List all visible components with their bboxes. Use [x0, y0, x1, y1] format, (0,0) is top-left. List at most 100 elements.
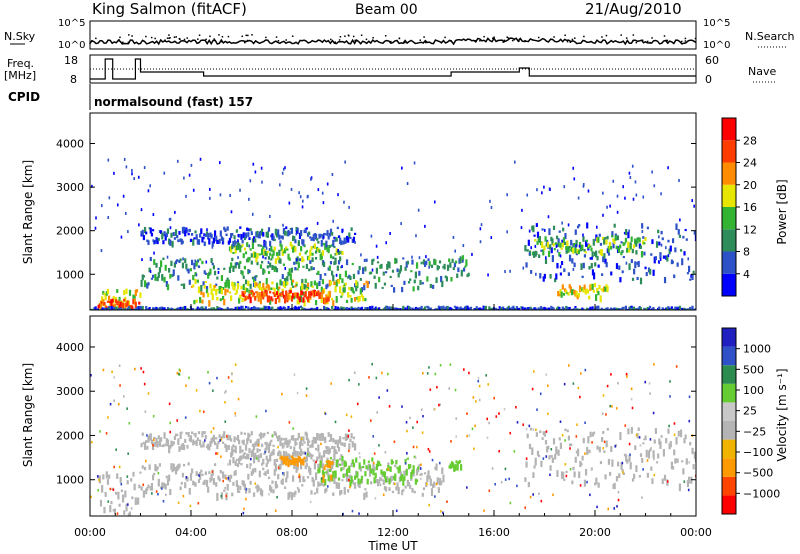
noise-dot	[119, 36, 121, 39]
velocity-speck	[653, 363, 655, 366]
power-cell	[319, 233, 322, 238]
power-cell	[223, 226, 226, 231]
power-cell	[413, 308, 416, 310]
velocity-speck	[395, 509, 398, 513]
noise-dot	[169, 36, 171, 39]
power-cell	[564, 288, 567, 292]
power-cell	[508, 307, 512, 310]
velocity-cell	[207, 443, 210, 450]
velocity-cell	[134, 497, 137, 505]
power-cell	[230, 262, 233, 269]
velocity-cell	[120, 489, 123, 492]
power-cell	[631, 307, 634, 310]
velocity-speck	[185, 384, 187, 387]
power-cell	[203, 241, 206, 247]
velocity-cell	[246, 438, 249, 445]
power-cell	[304, 284, 307, 289]
power-cell	[584, 240, 588, 247]
power-cell	[279, 306, 282, 310]
power-cell	[339, 286, 342, 294]
power-cell	[266, 308, 269, 310]
velocity-cell	[250, 450, 253, 458]
velocity-cell	[373, 466, 376, 471]
power-cell	[355, 280, 358, 286]
power-cell	[112, 306, 116, 310]
power-cell	[384, 305, 388, 310]
power-cell	[212, 307, 216, 310]
noise-dot	[173, 36, 176, 38]
velocity-ytick-label: 1000	[56, 474, 84, 487]
velocity-cell	[216, 443, 219, 450]
noise-dot	[344, 35, 346, 38]
power-cell	[258, 283, 261, 291]
velocity-cell	[164, 443, 167, 447]
power-cell	[606, 235, 609, 240]
power-cell	[566, 240, 569, 247]
power-cell	[116, 307, 119, 310]
power-cell	[275, 252, 279, 257]
velocity-cell	[247, 432, 250, 441]
power-cell	[592, 308, 595, 310]
power-cell	[387, 261, 390, 267]
velocity-cell	[373, 477, 376, 484]
noise-dot	[646, 40, 649, 43]
velocity-cell	[342, 437, 345, 440]
power-cell	[690, 274, 693, 278]
power-speck	[520, 226, 523, 230]
power-cell	[207, 273, 210, 279]
power-cell	[623, 231, 627, 235]
power-cell	[288, 289, 291, 294]
power-cell	[386, 263, 389, 270]
power-cell	[262, 307, 265, 310]
power-cell	[321, 250, 325, 256]
power-cell	[612, 238, 615, 242]
velocity-speck	[475, 400, 477, 403]
velocity-speck	[641, 496, 643, 499]
velocity-cell	[123, 510, 126, 515]
velocity-speck	[483, 509, 485, 512]
velocity-cell	[360, 475, 364, 480]
velocity-cell	[413, 490, 416, 494]
velocity-cell	[645, 449, 648, 458]
power-cell	[288, 308, 291, 310]
velocity-cell	[150, 439, 154, 445]
power-cell	[278, 286, 281, 290]
velocity-cell	[293, 459, 296, 464]
velocity-ytick-label: 4000	[56, 341, 84, 354]
power-speck	[279, 183, 281, 187]
velocity-cell	[297, 432, 300, 439]
power-speck	[197, 259, 199, 263]
velocity-speck	[673, 422, 676, 425]
power-cell	[622, 255, 625, 259]
power-cell	[180, 238, 183, 245]
velocity-cell	[269, 454, 272, 462]
velocity-cell	[615, 475, 619, 482]
velocity-speck	[374, 497, 377, 500]
velocity-cell	[442, 474, 445, 483]
power-cell	[375, 308, 378, 310]
power-colorbar-swatch	[722, 273, 736, 296]
velocity-cell	[327, 460, 331, 467]
power-cell	[149, 257, 152, 262]
power-cell	[337, 235, 341, 239]
velocity-cell	[288, 491, 291, 498]
noise-dot	[684, 40, 687, 42]
power-cell	[316, 292, 319, 297]
power-speck	[239, 188, 241, 192]
velocity-cell	[630, 426, 633, 434]
noise-dot	[220, 40, 223, 43]
velocity-speck	[635, 433, 638, 437]
power-speck	[251, 212, 254, 216]
power-cell	[310, 238, 313, 241]
velocity-cell	[324, 464, 327, 467]
power-cell	[464, 306, 467, 310]
power-cell	[303, 307, 306, 310]
power-cell	[96, 308, 100, 310]
power-cell	[204, 272, 207, 275]
velocity-cell	[542, 431, 545, 436]
power-cell	[201, 306, 204, 310]
velocity-cell	[161, 482, 164, 489]
power-cell	[267, 256, 271, 260]
velocity-cell	[583, 479, 587, 487]
power-cell	[415, 308, 419, 310]
